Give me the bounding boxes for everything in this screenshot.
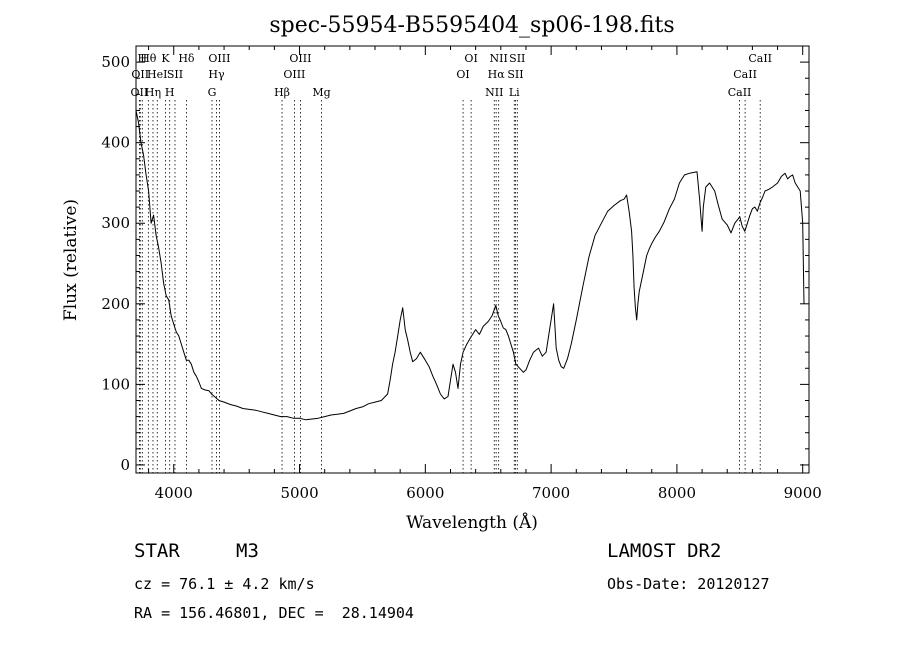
y-tick-label: 200 [101, 295, 130, 313]
spectral-line-label: CaII [728, 86, 752, 99]
spectral-line-label: CaII [733, 68, 757, 81]
spectral-line-label: Hβ [274, 86, 290, 99]
x-axis-label: Wavelength (Å) [406, 512, 538, 533]
x-tick-label: 5000 [280, 484, 318, 502]
coordinates-readout: RA = 156.46801, DEC = 28.14904 [134, 604, 414, 622]
spectral-line-label: SII [509, 52, 525, 65]
x-tick-label: 8000 [658, 484, 696, 502]
spectral-line-label: SII [167, 68, 183, 81]
spectral-line-label: OI [456, 68, 469, 81]
spectral-line-label: G [208, 86, 217, 99]
x-tick-label: 9000 [784, 484, 822, 502]
y-tick-label: 300 [101, 214, 130, 232]
spectral-line-label: HeI [147, 68, 167, 81]
chart-title: spec-55954-B5595404_sp06-198.fits [269, 13, 674, 38]
object-subclass: M3 [236, 540, 259, 562]
object-class: STAR [134, 540, 180, 562]
obs-date: Obs-Date: 20120127 [607, 575, 770, 593]
plot-area-frame [135, 45, 810, 474]
spectral-line-label: OIII [283, 68, 305, 81]
spectral-line-label: Hα [488, 68, 506, 81]
spectral-line-label: Li [509, 86, 520, 99]
spectral-line-label: OII [131, 68, 149, 81]
spectral-line-label: Hη [145, 86, 161, 99]
y-tick-label: 100 [101, 375, 130, 393]
y-tick-label: 500 [101, 53, 130, 71]
x-tick-label: 6000 [406, 484, 444, 502]
x-tick-label: 7000 [532, 484, 570, 502]
spectral-line-label: OII [131, 86, 149, 99]
spectral-line-label: SII [507, 68, 523, 81]
redshift-readout: cz = 76.1 ± 4.2 km/s [134, 575, 315, 593]
spectral-line-label: CaII [748, 52, 772, 65]
spectral-line-label: K [161, 52, 170, 65]
spectral-line-label: OIII [289, 52, 311, 65]
spectral-line-label: OIII [208, 52, 230, 65]
y-tick-label: 400 [101, 134, 130, 152]
spectral-line-label: Mg [312, 86, 330, 99]
x-tick-label: 4000 [155, 484, 193, 502]
spectral-line-label: Hδ [178, 52, 195, 65]
y-axis-label: Flux (relative) [61, 199, 81, 321]
spectral-line-label: NII [485, 86, 503, 99]
spectrum-series-line [135, 110, 805, 421]
survey-name: LAMOST DR2 [607, 540, 722, 562]
spectral-line-label: OI [464, 52, 477, 65]
spectral-line-label: NII [490, 52, 508, 65]
y-tick-label: 0 [120, 456, 130, 474]
spectral-line-label: Hθ [140, 52, 157, 65]
spectral-line-label: H [165, 86, 175, 99]
spectral-line-label: H [137, 52, 147, 65]
spectral-line-label: Hγ [208, 68, 225, 81]
